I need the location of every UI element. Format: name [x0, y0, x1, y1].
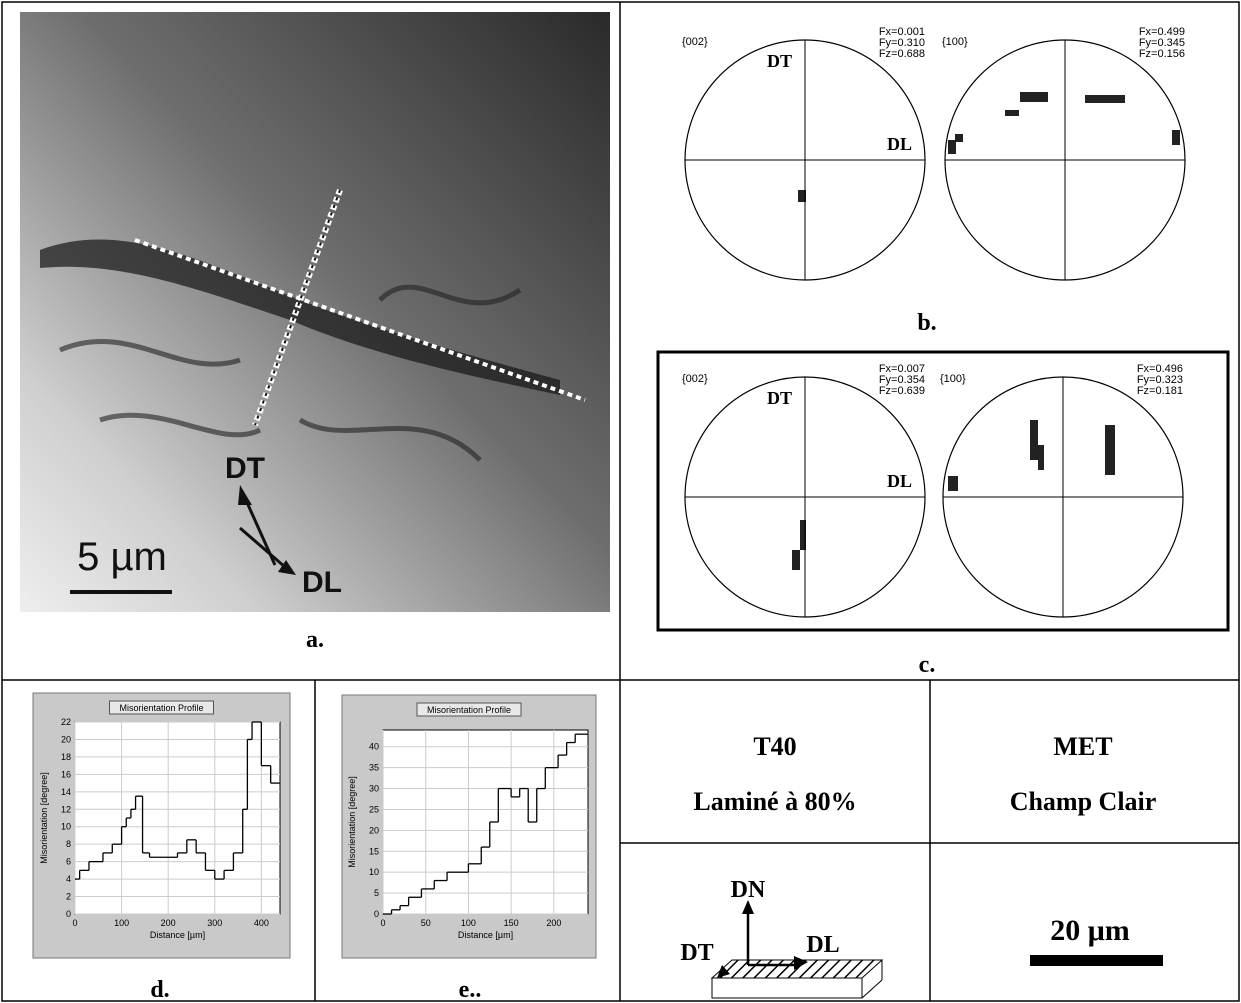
title-box — [416, 702, 522, 717]
chart-title: Misorientation Profile — [119, 703, 203, 713]
y-tick-label: 0 — [374, 909, 379, 919]
y-tick-label: 0 — [66, 909, 71, 919]
y-tick-label: 20 — [369, 825, 379, 835]
axis-label: DT — [767, 388, 792, 408]
y-tick-label: 4 — [66, 874, 71, 884]
panel-box — [656, 350, 1230, 632]
plane-label: {002} — [682, 36, 708, 48]
arrowhead — [742, 900, 754, 914]
y-tick-label: 5 — [374, 888, 379, 898]
plane-label: {100} — [940, 373, 966, 385]
y-tick-label: 6 — [66, 857, 71, 867]
fraction-label: Fz=0.639 — [879, 385, 925, 397]
info-text: DL — [806, 932, 839, 958]
y-tick-label: 35 — [369, 763, 379, 773]
block-side — [711, 977, 863, 999]
y-tick-label: 14 — [61, 787, 71, 797]
axis-label: DL — [887, 134, 912, 154]
fraction-label: Fz=0.181 — [1137, 385, 1183, 397]
y-tick-label: 20 — [61, 734, 71, 744]
chart-title: Misorientation Profile — [427, 705, 511, 715]
fraction-label: Fx=0.001 — [879, 26, 925, 38]
y-tick-label: 18 — [61, 752, 71, 762]
y-tick-label: 30 — [369, 784, 379, 794]
fraction-label: Fy=0.354 — [879, 374, 925, 386]
axis-label: DT — [225, 452, 265, 485]
x-tick-label: 400 — [254, 918, 269, 928]
y-tick-label: 10 — [61, 822, 71, 832]
y-tick-label: 25 — [369, 804, 379, 814]
info-text: Laminé à 80% — [693, 787, 856, 816]
y-tick-label: 22 — [61, 717, 71, 727]
axis-label: DL — [302, 566, 342, 599]
plane-label: {100} — [942, 36, 968, 48]
plot-area — [74, 721, 281, 915]
fraction-label: Fy=0.323 — [1137, 374, 1183, 386]
fraction-label: Fy=0.310 — [879, 37, 925, 49]
x-tick-label: 200 — [546, 918, 561, 928]
title-box — [109, 700, 214, 715]
fraction-label: Fx=0.007 — [879, 363, 925, 375]
y-tick-label: 10 — [369, 867, 379, 877]
scale-bar-label: 5 µm — [77, 535, 167, 579]
fraction-label: Fy=0.345 — [1139, 37, 1185, 49]
y-tick-label: 40 — [369, 742, 379, 752]
plane-label: {002} — [682, 373, 708, 385]
y-tick-label: 12 — [61, 804, 71, 814]
x-tick-label: 100 — [461, 918, 476, 928]
info-text: T40 — [753, 732, 796, 761]
panel-label: d. — [150, 977, 169, 1003]
info-text: Champ Clair — [1010, 787, 1157, 816]
y-tick-label: 16 — [61, 769, 71, 779]
scale-bar — [1030, 955, 1163, 966]
x-tick-label: 150 — [504, 918, 519, 928]
fraction-label: Fx=0.499 — [1139, 26, 1185, 38]
info-text: DN — [731, 877, 766, 903]
panel-label: e.. — [459, 977, 482, 1003]
y-tick-label: 8 — [66, 839, 71, 849]
info-text: 20 μm — [1050, 914, 1130, 947]
x-tick-label: 0 — [380, 918, 385, 928]
info-text: DT — [680, 940, 713, 966]
panel-label: a. — [306, 627, 324, 653]
y-axis-label: Misorientation [degree] — [347, 776, 357, 868]
y-tick-label: 15 — [369, 846, 379, 856]
micrograph: 5 µm DT DL — [20, 12, 610, 612]
fraction-label: Fz=0.156 — [1139, 48, 1185, 60]
axis-label: DL — [887, 471, 912, 491]
panel-label: b. — [917, 310, 936, 336]
x-tick-label: 50 — [421, 918, 431, 928]
pole-dots — [792, 92, 1180, 570]
x-axis-label: Distance [µm] — [458, 930, 513, 940]
x-tick-label: 200 — [161, 918, 176, 928]
info-text: MET — [1053, 732, 1112, 761]
y-axis-label: Misorientation [degree] — [39, 772, 49, 864]
fraction-label: Fz=0.688 — [879, 48, 925, 60]
x-tick-label: 300 — [207, 918, 222, 928]
y-tick-label: 2 — [66, 892, 71, 902]
x-tick-label: 0 — [72, 918, 77, 928]
plot-area — [382, 729, 589, 915]
arrowhead — [794, 956, 808, 970]
axis-label: DT — [767, 51, 792, 71]
arrowhead — [717, 965, 730, 978]
block-edge — [861, 979, 883, 999]
fraction-label: Fx=0.496 — [1137, 363, 1183, 375]
x-axis-label: Distance [µm] — [150, 930, 205, 940]
panel-label: c. — [919, 652, 936, 678]
x-tick-label: 100 — [114, 918, 129, 928]
